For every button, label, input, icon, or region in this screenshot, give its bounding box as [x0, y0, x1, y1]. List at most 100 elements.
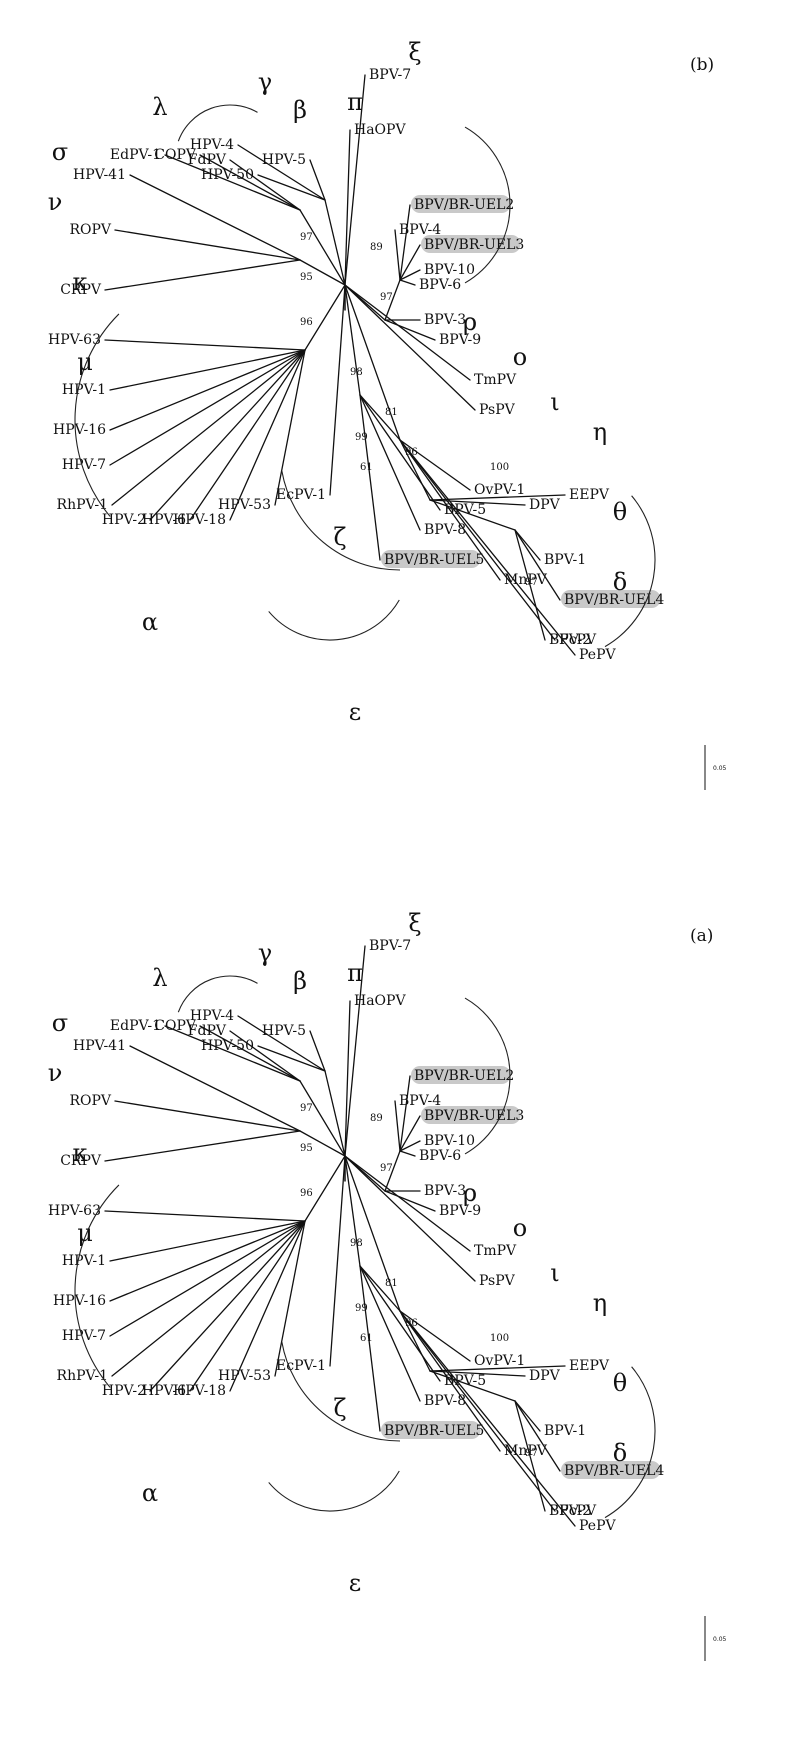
- taxon-label: HPV-18: [173, 512, 226, 528]
- taxon-label: BPV-9: [439, 332, 481, 348]
- taxon-label: HaOPV: [354, 993, 406, 1009]
- leaf-branch: [399, 1115, 421, 1152]
- taxon-label: BPV-3: [424, 312, 466, 328]
- internal-branch: [299, 259, 346, 286]
- taxon-label: RhPV-1: [57, 1368, 108, 1384]
- taxon-label: BPV-7: [369, 938, 411, 954]
- genus-label: ζ: [333, 523, 346, 551]
- taxon-label: EdPV-1: [110, 147, 161, 163]
- genus-label: ι: [550, 388, 559, 416]
- scale-bar-label: 0.05: [713, 765, 727, 772]
- taxon-label: HPV-16: [53, 1293, 106, 1309]
- highlight-oval: [411, 1066, 511, 1084]
- highlight-oval: [411, 195, 511, 213]
- clade-arc: [604, 495, 656, 648]
- leaf-branch: [399, 439, 576, 656]
- bootstrap-value: 95: [300, 1143, 313, 1154]
- genus-label: η: [593, 418, 607, 446]
- internal-branch: [429, 1370, 516, 1402]
- leaf-branch: [199, 1025, 301, 1082]
- genus-label: β: [293, 967, 307, 995]
- taxon-label: EdPV-1: [110, 1018, 161, 1034]
- leaf-branch: [229, 1030, 301, 1082]
- highlight-oval: [421, 1106, 521, 1124]
- taxon-label: HPV-18: [173, 1383, 226, 1399]
- tree-b: BPV-7HaOPVHPV-5HPV-50HPV-4FdPVCOPVEdPV-1…: [48, 38, 727, 790]
- leaf-branch: [189, 1220, 306, 1392]
- panel-b: BPV-7 HaOPV HPV-5 HPV-50 HPV-4 FdPV COPV EdPV-1…: [48, 38, 727, 790]
- genus-label: ι: [550, 1259, 559, 1287]
- taxon-label: BPV-3: [424, 1183, 466, 1199]
- bootstrap-value: 96: [300, 1188, 313, 1199]
- bootstrap-value: 89: [370, 242, 383, 253]
- clade-arc: [268, 599, 400, 641]
- leaf-branch: [359, 394, 421, 531]
- internal-branch: [324, 1070, 346, 1157]
- genus-label: ν: [48, 188, 63, 216]
- leaf-branch: [309, 159, 326, 201]
- panel-a: BPV-7 HaOPV HPV-5 HPV-50 HPV-4 FdPV COPV EdPV-1…: [0, 871, 811, 1742]
- scale-bar-label: 0.05: [713, 1636, 727, 1643]
- taxon-label: MnPV: [504, 1443, 548, 1459]
- internal-branch: [299, 1080, 346, 1157]
- internal-branch: [344, 1155, 361, 1267]
- leaf-branch: [104, 1130, 301, 1162]
- panel-label: (b): [690, 55, 714, 75]
- panel-label: (a): [690, 926, 713, 946]
- highlight-oval: [421, 235, 521, 253]
- bootstrap-value: 98: [350, 1238, 363, 1249]
- taxon-label: HPV-16: [53, 422, 106, 438]
- genus-label: ξ: [408, 38, 421, 66]
- leaf-branch: [129, 1045, 301, 1132]
- genus-label: ο: [513, 343, 527, 371]
- taxon-label: HPV-53: [218, 497, 271, 513]
- bootstrap-value: 96: [300, 317, 313, 328]
- leaf-branch: [111, 1220, 306, 1377]
- genus-label: α: [142, 608, 158, 636]
- internal-branch: [359, 394, 401, 441]
- genus-label: ζ: [333, 1394, 346, 1422]
- genus-label: σ: [52, 1009, 68, 1037]
- genus-label: μ: [77, 348, 93, 376]
- internal-branch: [324, 199, 346, 286]
- taxon-label: EEPV: [569, 1358, 610, 1374]
- bootstrap-value: 97: [380, 292, 393, 303]
- leaf-branch: [399, 439, 501, 581]
- internal-branch: [299, 1130, 346, 1157]
- leaf-branch: [309, 1030, 326, 1072]
- bootstrap-value: 100: [490, 462, 509, 473]
- genus-label: ε: [349, 698, 361, 726]
- leaf-branch: [237, 1015, 326, 1072]
- internal-branch: [399, 439, 431, 501]
- leaf-branch: [344, 284, 476, 411]
- leaf-branch: [199, 154, 301, 211]
- leaf-branch: [129, 174, 301, 261]
- internal-branch: [384, 1150, 401, 1192]
- genus-label: α: [142, 1479, 158, 1507]
- leaf-branch: [429, 494, 566, 501]
- genus-label: π: [347, 959, 363, 987]
- leaf-branch: [344, 284, 471, 381]
- leaf-branch: [274, 1220, 306, 1377]
- taxon-label: BPV/BR-UEL5: [384, 1423, 484, 1439]
- leaf-branch: [164, 1025, 301, 1082]
- bootstrap-value: 97: [300, 1103, 313, 1114]
- leaf-branch: [399, 204, 411, 281]
- bootstrap-value: 97: [525, 1448, 538, 1459]
- leaf-branch: [114, 1100, 301, 1132]
- taxon-label: HPV-2: [102, 512, 146, 528]
- taxon-label: HPV-7: [62, 457, 106, 473]
- taxon-label: BPV-7: [369, 67, 411, 83]
- leaf-branch: [429, 499, 526, 506]
- bootstrap-value: 99: [355, 1303, 368, 1314]
- leaf-branch: [149, 349, 306, 521]
- clade-arc: [74, 313, 120, 517]
- internal-branch: [399, 1310, 431, 1372]
- taxon-label: BPV-8: [424, 522, 466, 538]
- taxon-label: BPV/BR-UEL4: [564, 592, 664, 608]
- bootstrap-value: 81: [385, 1278, 398, 1289]
- genus-label: γ: [258, 939, 272, 967]
- bootstrap-value: 81: [385, 407, 398, 418]
- leaf-branch: [399, 1310, 576, 1527]
